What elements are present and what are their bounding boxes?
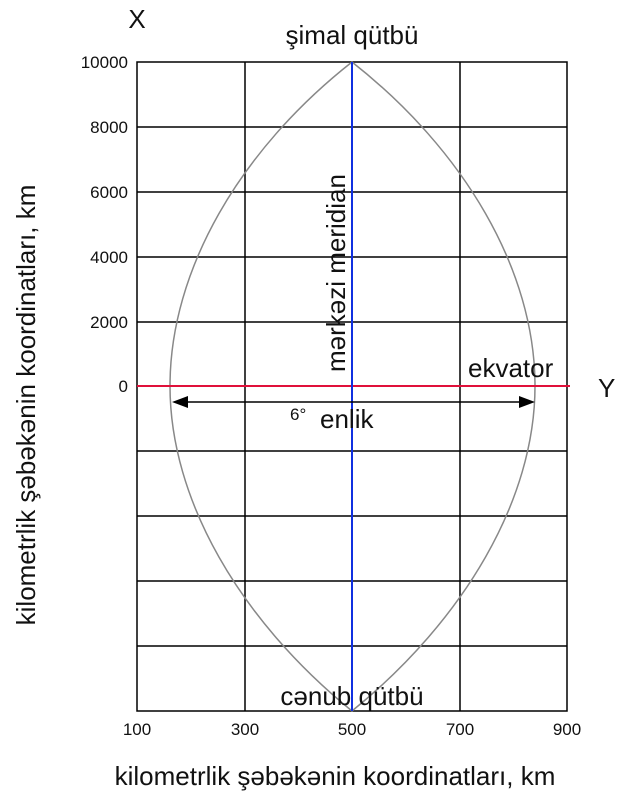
y-axis-letter: Y <box>598 373 615 403</box>
zone-width-label: 6° <box>290 405 306 424</box>
x-axis-letter: X <box>128 4 145 34</box>
y-tick-label: 4000 <box>90 248 128 267</box>
x-tick-label: 300 <box>231 720 259 739</box>
central-meridian-label: mərkəzi meridian <box>321 174 351 372</box>
left-axis-title: kilometrlik şəbəkənin koordinatları, km <box>11 185 41 626</box>
x-tick-label: 700 <box>446 720 474 739</box>
arrow-head <box>172 396 188 408</box>
y-tick-label: 6000 <box>90 183 128 202</box>
x-tick-label: 900 <box>553 720 581 739</box>
y-tick-label: 8000 <box>90 118 128 137</box>
zone-width-word: enlik <box>320 404 374 434</box>
y-tick-label: 10000 <box>81 53 128 72</box>
width-arrow <box>172 396 535 408</box>
x-tick-label: 500 <box>338 720 366 739</box>
south-pole-label: cənub qütbü <box>280 681 423 711</box>
north-pole-label: şimal qütbü <box>286 20 419 50</box>
x-tick-label: 100 <box>123 720 151 739</box>
bottom-axis-title: kilometrlik şəbəkənin koordinatları, km <box>115 761 556 791</box>
arrow-head <box>519 396 535 408</box>
equator-label: ekvator <box>468 353 554 383</box>
y-tick-label: 0 <box>119 377 128 396</box>
y-tick-label: 2000 <box>90 313 128 332</box>
